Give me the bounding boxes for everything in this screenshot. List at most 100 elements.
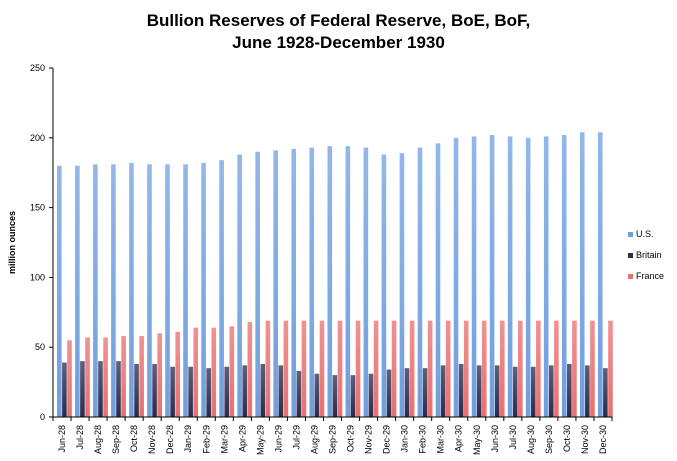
bar-france-jul-29 — [301, 320, 307, 417]
bar-us-oct-28 — [129, 162, 134, 417]
x-tick-label: Dec-28 — [165, 425, 175, 454]
y-axis-label: million ounces — [7, 211, 17, 274]
bar-us-aug-30 — [525, 137, 531, 418]
chart-title-line-1: Bullion Reserves of Federal Reserve, BoE… — [146, 11, 531, 30]
bar-france-may-29 — [265, 320, 271, 417]
bar-britain-may-30 — [476, 365, 482, 417]
bar-britain-may-29 — [260, 363, 266, 417]
y-tick-label: 250 — [30, 63, 45, 73]
y-tick-label: 200 — [30, 133, 45, 143]
bar-us-nov-29 — [363, 147, 369, 417]
bar-france-jun-29 — [283, 320, 289, 417]
x-tick-label: May-30 — [472, 425, 482, 455]
x-tick-label: Aug-29 — [309, 425, 319, 454]
bar-us-nov-30 — [579, 132, 585, 417]
bar-britain-oct-28 — [134, 363, 139, 417]
bar-britain-dec-30 — [603, 368, 608, 417]
bars-group — [57, 132, 613, 418]
bar-britain-feb-29 — [206, 368, 211, 417]
x-tick-label: Jul-30 — [508, 425, 518, 450]
bar-us-aug-29 — [309, 147, 315, 417]
x-tick-label: Aug-28 — [93, 425, 103, 454]
legend-label-us: U.S. — [636, 229, 654, 239]
bar-france-jan-30 — [409, 320, 415, 417]
bar-france-aug-29 — [319, 320, 325, 417]
bar-britain-jun-30 — [494, 365, 500, 417]
x-tick-label: May-29 — [255, 425, 265, 455]
y-tick-label: 100 — [30, 272, 45, 282]
bar-us-dec-28 — [165, 164, 170, 417]
bar-us-jul-28 — [75, 165, 80, 417]
bar-france-aug-28 — [103, 337, 108, 417]
bar-us-feb-29 — [201, 162, 206, 417]
bar-britain-sep-30 — [548, 365, 554, 417]
bar-britain-oct-30 — [567, 363, 572, 417]
bar-britain-aug-29 — [314, 373, 320, 417]
bar-france-aug-30 — [536, 320, 541, 417]
bar-britain-jun-29 — [278, 365, 284, 417]
bar-france-oct-30 — [572, 320, 577, 417]
axes-group: 0 50 100 150 200 250 Jun-28 Jul-28 Aug-28 Sep-28 O… — [7, 63, 613, 455]
legend-swatch-us — [628, 232, 633, 237]
x-tick-label: Jan-30 — [400, 425, 410, 453]
x-tick-label: Nov-29 — [364, 425, 374, 454]
bar-france-mar-29 — [229, 326, 235, 417]
x-tick-label: Mar-29 — [219, 425, 229, 454]
bar-france-nov-30 — [590, 320, 595, 417]
bar-britain-dec-29 — [386, 369, 392, 417]
bar-france-feb-29 — [211, 327, 217, 417]
legend-label-britain: Britain — [636, 250, 662, 260]
x-tick-label: Oct-29 — [346, 425, 356, 452]
bar-us-may-30 — [471, 136, 477, 417]
x-tick-label: Oct-30 — [562, 425, 572, 452]
bar-britain-apr-30 — [458, 363, 464, 417]
bar-us-apr-30 — [453, 137, 459, 418]
bar-britain-nov-28 — [152, 363, 157, 417]
bar-britain-dec-28 — [170, 366, 175, 417]
bar-france-jul-30 — [518, 320, 523, 417]
bar-france-mar-30 — [445, 320, 451, 417]
bar-britain-jan-29 — [188, 366, 193, 417]
bar-britain-mar-29 — [224, 366, 230, 417]
bar-britain-sep-28 — [116, 361, 121, 417]
x-tick-label: Sep-29 — [328, 425, 338, 454]
bar-britain-mar-30 — [440, 365, 446, 417]
bar-france-oct-29 — [355, 320, 361, 417]
bar-france-sep-30 — [554, 320, 559, 417]
x-tick-label: Jun-29 — [273, 425, 283, 453]
chart-title-line-2: June 1928-December 1930 — [232, 33, 445, 52]
x-tick-label: Feb-30 — [418, 425, 428, 454]
x-tick-label: Sep-30 — [544, 425, 554, 454]
bar-france-sep-29 — [337, 320, 343, 417]
x-tick-label: Nov-28 — [147, 425, 157, 454]
bar-britain-aug-28 — [98, 361, 103, 417]
legend: U.S. Britain France — [628, 229, 664, 281]
bar-us-mar-30 — [435, 143, 441, 417]
bar-france-jun-28 — [67, 340, 72, 417]
bar-us-jul-30 — [507, 136, 513, 417]
x-tick-label: Oct-28 — [129, 425, 139, 452]
bar-us-feb-30 — [417, 147, 423, 417]
bar-france-jan-29 — [193, 327, 199, 417]
bar-france-nov-28 — [157, 333, 162, 417]
bar-us-jul-29 — [291, 148, 297, 417]
x-tick-label: Jul-29 — [291, 425, 301, 450]
bar-britain-apr-29 — [242, 365, 248, 417]
bar-britain-jul-29 — [296, 370, 302, 417]
bar-france-dec-30 — [608, 320, 613, 417]
bar-france-dec-28 — [175, 331, 181, 417]
bar-us-jan-29 — [183, 164, 188, 417]
bar-france-apr-29 — [247, 322, 253, 417]
legend-swatch-britain — [628, 253, 633, 258]
x-tick-label: Mar-30 — [436, 425, 446, 454]
x-tick-label: Jun-28 — [57, 425, 67, 453]
bar-us-aug-28 — [93, 164, 98, 417]
x-tick-label: Nov-30 — [580, 425, 590, 454]
bar-britain-nov-29 — [368, 373, 374, 417]
x-tick-label: Apr-30 — [454, 425, 464, 452]
bar-us-sep-28 — [111, 164, 116, 417]
y-tick-label: 50 — [35, 342, 45, 352]
chart-title: Bullion Reserves of Federal Reserve, BoE… — [0, 10, 677, 54]
x-tick-label: Apr-29 — [237, 425, 247, 452]
